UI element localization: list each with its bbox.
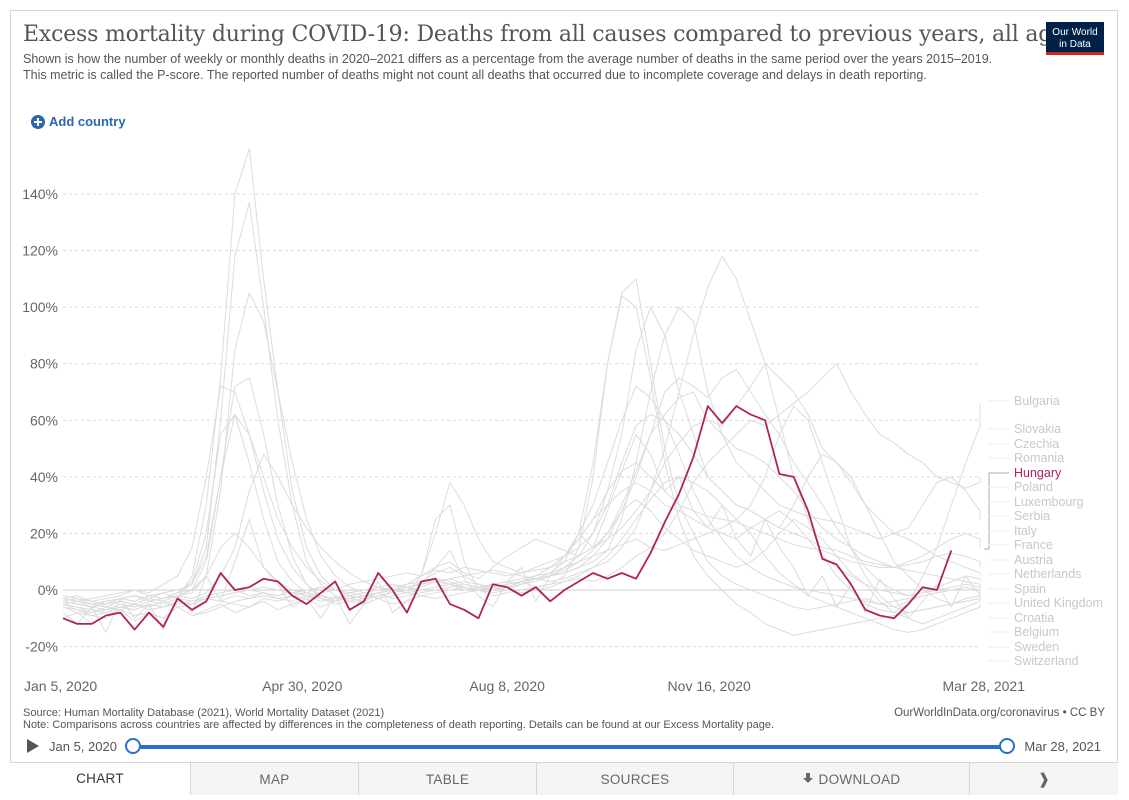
series-line-luxembourg[interactable] bbox=[62, 433, 981, 633]
y-tick-label: 80% bbox=[30, 356, 58, 372]
chart-title: Excess mortality during COVID-19: Deaths… bbox=[23, 22, 1077, 47]
x-tick-label: Mar 28, 2021 bbox=[943, 678, 1026, 694]
legend-label-switzerland[interactable]: Switzerland bbox=[1014, 654, 1079, 668]
chart-footer: Source: Human Mortality Database (2021),… bbox=[23, 707, 774, 731]
y-tick-label: 40% bbox=[30, 469, 58, 485]
series-line-croatia[interactable] bbox=[62, 368, 981, 616]
legend-label-slovakia[interactable]: Slovakia bbox=[1014, 422, 1061, 436]
y-tick-label: -20% bbox=[25, 639, 58, 655]
background-lines bbox=[62, 148, 981, 636]
legend-label-czechia[interactable]: Czechia bbox=[1014, 437, 1059, 451]
legend-label-bulgaria[interactable]: Bulgaria bbox=[1014, 394, 1060, 408]
timeline-start-handle[interactable] bbox=[125, 738, 141, 754]
line-chart[interactable]: -20% 0% 20% 40% 60% 80% 100% 120% 140% Jan 5, 20… bbox=[0, 0, 1129, 700]
series-line-serbia[interactable] bbox=[62, 306, 981, 625]
add-country-button[interactable]: Add country bbox=[31, 114, 126, 129]
legend-label-united-kingdom[interactable]: United Kingdom bbox=[1014, 596, 1103, 610]
download-icon bbox=[802, 773, 813, 785]
legend-label-sweden[interactable]: Sweden bbox=[1014, 640, 1059, 654]
tab-map[interactable]: MAP bbox=[190, 763, 358, 795]
tab-download[interactable]: DOWNLOAD bbox=[733, 763, 969, 795]
y-tick-label: 20% bbox=[30, 525, 58, 541]
legend-label-france[interactable]: France bbox=[1014, 538, 1053, 552]
series-line-slovakia[interactable] bbox=[62, 363, 981, 614]
legend-label-croatia[interactable]: Croatia bbox=[1014, 611, 1054, 625]
legend-label-serbia[interactable]: Serbia bbox=[1014, 509, 1050, 523]
note-text: Note: Comparisons across countries are a… bbox=[23, 719, 775, 731]
y-tick-label: 0% bbox=[38, 582, 58, 598]
x-axis: Jan 5, 2020 Apr 30, 2020 Aug 8, 2020 Nov 16… bbox=[24, 678, 1025, 694]
highlight-line bbox=[62, 405, 953, 631]
legend-label-austria[interactable]: Austria bbox=[1014, 553, 1053, 567]
play-icon[interactable] bbox=[27, 739, 39, 753]
series-line-united-kingdom[interactable] bbox=[62, 292, 981, 614]
tab-sources-label: SOURCES bbox=[600, 771, 670, 787]
logo-line1: Our World bbox=[1052, 27, 1098, 38]
tab-chart[interactable]: CHART bbox=[10, 763, 190, 795]
chart-subtitle: Shown is how the number of weekly or mon… bbox=[23, 52, 993, 82]
add-country-label: Add country bbox=[49, 114, 126, 129]
series-line-romania[interactable] bbox=[62, 419, 981, 614]
plus-circle-icon bbox=[31, 114, 45, 129]
tab-map-label: MAP bbox=[259, 771, 290, 787]
series-line-switzerland[interactable] bbox=[62, 295, 981, 636]
x-tick-label: Nov 16, 2020 bbox=[668, 678, 751, 694]
timeline-end-label: Mar 28, 2021 bbox=[1024, 739, 1101, 754]
legend-label-italy[interactable]: Italy bbox=[1014, 524, 1038, 538]
legend-label-belgium[interactable]: Belgium bbox=[1014, 625, 1059, 639]
tab-table-label: TABLE bbox=[425, 771, 470, 787]
tab-chart-label: CHART bbox=[76, 770, 124, 786]
y-axis: -20% 0% 20% 40% 60% 80% 100% 120% 140% bbox=[22, 186, 58, 655]
y-tick-label: 100% bbox=[22, 299, 58, 315]
series-line-netherlands[interactable] bbox=[62, 377, 981, 605]
y-tick-label: 120% bbox=[22, 243, 58, 259]
legend-label-spain[interactable]: Spain bbox=[1014, 582, 1046, 596]
legend-label-hungary[interactable]: Hungary bbox=[1014, 466, 1062, 480]
legend-label-luxembourg[interactable]: Luxembourg bbox=[1014, 495, 1084, 509]
timeline-end-handle[interactable] bbox=[999, 738, 1015, 754]
x-tick-label: Apr 30, 2020 bbox=[262, 678, 342, 694]
tab-share[interactable]: ❱ bbox=[969, 763, 1118, 795]
timeline: Jan 5, 2020 Mar 28, 2021 bbox=[22, 737, 1107, 757]
grid-layer bbox=[63, 193, 980, 648]
series-line-hungary[interactable] bbox=[62, 405, 953, 631]
legend-label-poland[interactable]: Poland bbox=[1014, 480, 1053, 494]
tab-download-label: DOWNLOAD bbox=[818, 771, 901, 787]
legend-label-romania[interactable]: Romania bbox=[1014, 451, 1064, 465]
tab-table[interactable]: TABLE bbox=[358, 763, 536, 795]
y-tick-label: 140% bbox=[22, 186, 58, 202]
logo-line2: in Data bbox=[1059, 39, 1091, 50]
timeline-start-label: Jan 5, 2020 bbox=[49, 739, 117, 754]
legend: Bulgaria SlovakiaCzechiaRomaniaHungaryPol… bbox=[984, 394, 1103, 668]
share-icon: ❱ bbox=[1037, 771, 1051, 788]
tab-bar: CHART MAP TABLE SOURCES DOWNLOAD ❱ bbox=[10, 762, 1118, 795]
legend-label-netherlands[interactable]: Netherlands bbox=[1014, 567, 1081, 581]
owid-logo[interactable]: Our World in Data bbox=[1046, 22, 1104, 55]
source-text: Source: Human Mortality Database (2021),… bbox=[23, 707, 385, 719]
x-tick-label: Jan 5, 2020 bbox=[24, 678, 97, 694]
y-tick-label: 60% bbox=[30, 412, 58, 428]
series-line-bulgaria[interactable] bbox=[62, 255, 981, 619]
x-tick-label: Aug 8, 2020 bbox=[469, 678, 545, 694]
tab-sources[interactable]: SOURCES bbox=[536, 763, 733, 795]
series-line-belgium[interactable] bbox=[62, 202, 981, 611]
series-line-austria[interactable] bbox=[62, 385, 981, 605]
license-link[interactable]: OurWorldInData.org/coronavirus • CC BY bbox=[894, 707, 1105, 719]
series-line-france[interactable] bbox=[62, 414, 981, 608]
timeline-track[interactable] bbox=[132, 745, 1006, 749]
series-line-italy[interactable] bbox=[62, 385, 981, 602]
